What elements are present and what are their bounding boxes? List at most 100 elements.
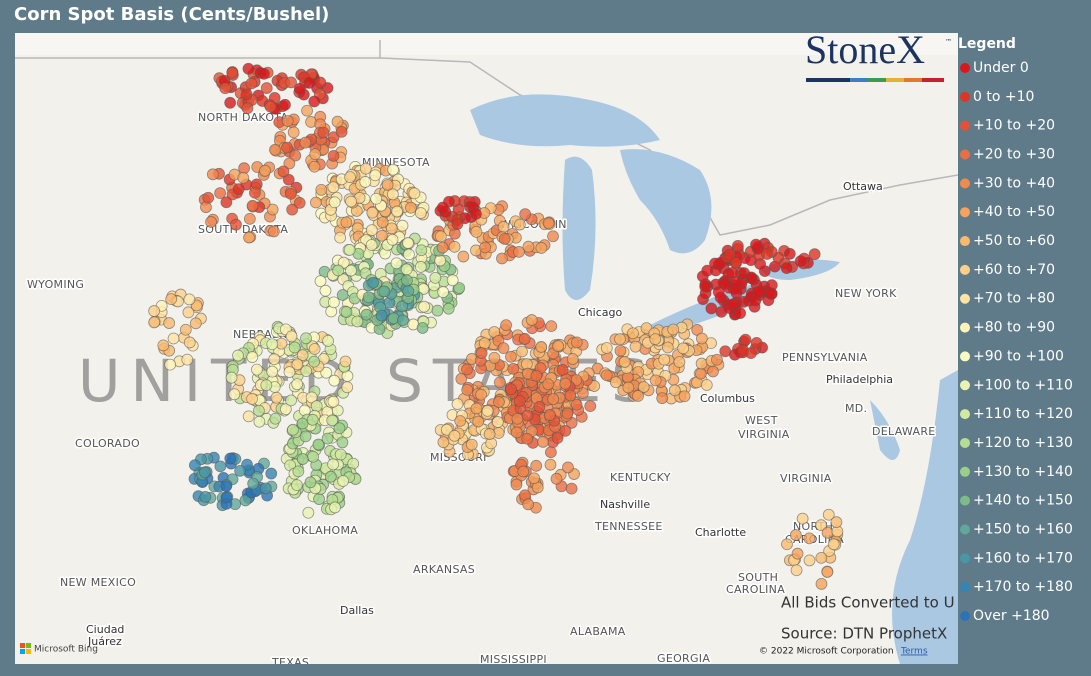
bid-dot (245, 77, 258, 90)
bid-dot (815, 578, 828, 590)
bid-dot (528, 472, 540, 485)
bid-dot (281, 141, 293, 154)
bid-dot (488, 351, 501, 364)
legend-label: +160 to +170 (973, 550, 1073, 566)
legend-label: +30 to +40 (973, 175, 1055, 191)
title: Corn Spot Basis (Cents/Bushel) (14, 4, 329, 25)
legend-label: Under 0 (973, 60, 1029, 76)
bid-dot (375, 309, 388, 322)
bid-dot (699, 280, 712, 293)
bid-dot (451, 218, 464, 230)
bid-dot (314, 76, 327, 89)
bid-dot (453, 282, 466, 294)
bid-dot (614, 344, 627, 357)
bid-dot (614, 333, 626, 346)
bid-dot (365, 239, 378, 251)
bid-dot (266, 338, 279, 351)
terms-link[interactable]: Terms (900, 647, 928, 657)
bid-dot (505, 383, 517, 396)
bid-dot (321, 432, 334, 445)
bid-dot (821, 566, 834, 578)
bid-dot (376, 229, 388, 242)
bid-dot (521, 409, 534, 422)
bid-dot (545, 320, 558, 333)
legend-label: +90 to +100 (973, 348, 1064, 364)
bid-dot (761, 248, 773, 260)
bid-dot (334, 448, 347, 461)
bid-dot (334, 231, 347, 244)
logo-bar (806, 78, 850, 82)
lake-michigan (562, 156, 596, 300)
legend-label: 0 to +10 (973, 89, 1034, 105)
bid-dot (232, 183, 245, 195)
legend-label: +10 to +20 (973, 118, 1055, 134)
bid-dot (239, 494, 252, 507)
bid-dot (496, 252, 508, 265)
bid-dot (547, 393, 560, 406)
bid-dot (566, 353, 579, 365)
bid-dot (381, 179, 394, 191)
bid-dot (279, 98, 291, 111)
bid-dot (457, 250, 470, 263)
bid-dot (284, 187, 297, 200)
bid-dot (226, 66, 239, 79)
bid-dot (478, 337, 491, 350)
bid-dot (304, 476, 317, 489)
bid-dot (224, 96, 237, 109)
bid-dot (199, 466, 211, 479)
bid-dot (448, 429, 461, 442)
state-label: NEW MEXICO (60, 576, 136, 589)
logo-square (20, 649, 25, 654)
bid-dot (745, 347, 757, 360)
bid-dot (821, 526, 834, 539)
bid-dot (483, 428, 496, 440)
legend-label: +120 to +130 (973, 435, 1073, 451)
bid-dot (341, 381, 354, 394)
bid-dot (359, 176, 372, 188)
bid-dot (405, 201, 417, 214)
logo-bar (850, 78, 868, 82)
bid-dot (181, 353, 194, 366)
bid-dot (521, 432, 534, 445)
bid-dot (265, 467, 278, 480)
bid-dot (649, 374, 662, 387)
bid-dot (345, 195, 357, 208)
bid-dot (249, 186, 261, 199)
bid-dot (434, 230, 447, 243)
legend-swatch (960, 120, 970, 131)
bid-dot (369, 169, 382, 182)
bid-dot (719, 278, 731, 290)
bid-dot (609, 376, 622, 389)
bid-dot (340, 216, 353, 229)
bid-dot (320, 366, 333, 379)
bid-dot (451, 398, 464, 410)
bid-dot (285, 330, 298, 343)
bid-dot (618, 356, 631, 368)
bid-dot (232, 349, 244, 362)
legend-swatch (960, 322, 970, 333)
bid-dot (202, 191, 215, 204)
bid-dot (781, 538, 793, 551)
state-label: VIRGINIA (738, 428, 790, 441)
bid-dot (376, 216, 389, 229)
legend-label: +40 to +50 (973, 204, 1055, 220)
bid-dot (544, 446, 557, 459)
bid-dot (803, 554, 816, 567)
bid-dot (386, 233, 399, 246)
conversion-note: All Bids Converted to U (781, 594, 955, 612)
logo-bar (904, 78, 922, 82)
bid-dot (327, 150, 340, 162)
bid-dot (148, 316, 161, 329)
bid-dot (206, 168, 219, 181)
bid-dot (366, 206, 379, 219)
legend-swatch (960, 91, 970, 102)
bid-dot (442, 302, 455, 315)
bid-dot (336, 289, 349, 301)
bid-dot (296, 349, 309, 362)
bid-dot (157, 339, 170, 352)
logo-square (26, 649, 31, 654)
legend-swatch (960, 264, 970, 275)
bid-dot (712, 286, 725, 299)
bid-dot (327, 296, 340, 309)
